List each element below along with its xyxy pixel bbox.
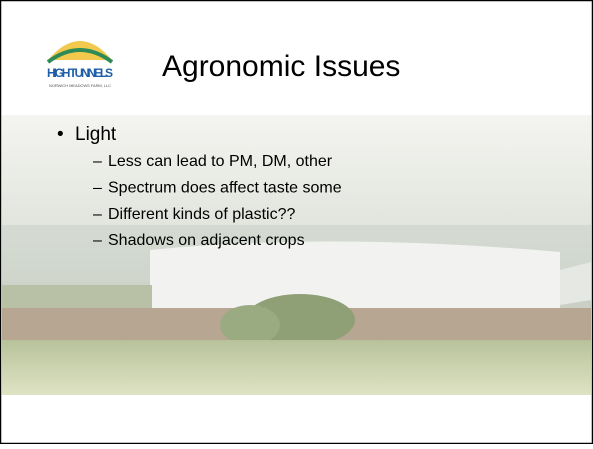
sub-bullet-marker: – <box>93 180 102 197</box>
sub-bullet-marker: – <box>93 206 102 223</box>
bullet-text: Light <box>75 124 117 145</box>
bullet-list: • Light– Less can lead to PM, DM, other– Sp… <box>57 124 342 249</box>
background-photo <box>2 115 591 395</box>
sub-bullet-marker: – <box>93 232 102 249</box>
sub-bullet-text: Spectrum does affect taste some <box>108 180 342 197</box>
logo-arc <box>46 48 114 64</box>
sub-bullet-text: Less can lead to PM, DM, other <box>108 153 333 170</box>
sub-bullet-text: Different kinds of plastic?? <box>108 206 295 223</box>
sub-bullet-text: Shadows on adjacent crops <box>108 232 305 249</box>
logo-subtitle: NORWICH MEADOWS FARM, LLC <box>49 83 111 88</box>
sub-bullet-marker: – <box>93 153 102 170</box>
bullet-marker: • <box>57 124 64 145</box>
logo-name: HIGH TUNNELS <box>47 66 113 80</box>
logo: HIGH TUNNELS NORWICH MEADOWS FARM, LLC <box>46 41 114 88</box>
slide-title: Agronomic Issues <box>162 50 400 83</box>
